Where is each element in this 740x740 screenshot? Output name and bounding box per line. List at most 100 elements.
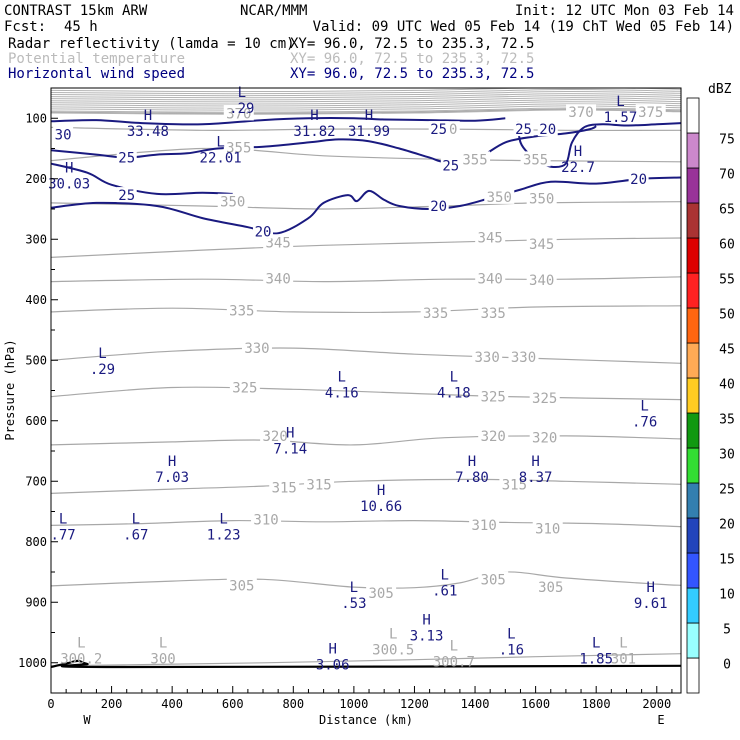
upper-isentrope-6: [51, 99, 681, 105]
colorbar-swatch: [686, 132, 700, 169]
y-tick-label: 900: [25, 595, 47, 609]
y-axis-title: Pressure (hPa): [3, 339, 17, 440]
extremum-value: .53: [341, 596, 366, 612]
wind-label: 20: [539, 122, 556, 138]
extremum-value: 300.7: [433, 655, 475, 671]
theta-label-bg: [304, 476, 335, 492]
theta-label: 325: [232, 380, 257, 396]
colorbar-swatch: [686, 447, 700, 484]
colorbar-level: 45: [719, 343, 735, 358]
extremum-value: 4.16: [325, 385, 359, 401]
extremum-value: .29: [229, 101, 254, 117]
isentrope-325: [51, 386, 681, 401]
wind-label-bg: [253, 223, 274, 239]
theta-label-bg: [251, 511, 282, 527]
extremum-low-marker: L: [338, 369, 346, 385]
colorbar-level: 35: [719, 413, 735, 428]
theta-label: 355: [462, 152, 487, 168]
field-name-wind: Horizontal wind speed: [8, 66, 185, 82]
x-axis: 0 200 400 600 800 1000 1200 1400 1600 1800 2000: [47, 686, 673, 711]
extremum-low-marker: L: [640, 398, 648, 414]
org-label: NCAR/MMM: [240, 3, 307, 19]
theta-label: 330: [244, 341, 269, 357]
theta-label: 335: [481, 306, 506, 322]
theta-label: 320: [532, 431, 557, 447]
wind-label-bg: [116, 187, 137, 203]
colorbar-level: 65: [719, 203, 735, 218]
extremum-value: 1.57: [604, 110, 638, 126]
theta-label: 320: [262, 429, 287, 445]
extremum-low-marker: L: [450, 369, 458, 385]
extremum-low-marker: L: [450, 639, 458, 655]
extremum-high-marker: H: [286, 426, 294, 442]
theta-label: 315: [502, 477, 527, 493]
colorbar-level: 40: [719, 378, 735, 393]
extremum-low-marker: L: [238, 85, 246, 101]
field-xy-theta: XY= 96.0, 72.5 to 235.3, 72.5: [290, 51, 534, 67]
isentrope-340: [51, 276, 681, 283]
upper-isentrope-2: [51, 90, 681, 97]
x-tick-label: 2000: [642, 697, 671, 711]
theta-label-bg: [529, 429, 560, 445]
extremum-value: .61: [432, 583, 457, 599]
colorbar-swatch: [686, 377, 700, 414]
wind-label-bg: [537, 121, 558, 137]
wind-label: 30: [55, 128, 72, 144]
extremum-value: 7.80: [455, 470, 489, 486]
extremum-high-marker: H: [646, 580, 654, 596]
wind-label-bg: [428, 121, 449, 137]
wind-contour-25-1: [51, 125, 597, 164]
wind-label: 20: [430, 199, 447, 215]
colorbar-swatch: [686, 307, 700, 344]
theta-label: 350: [529, 192, 554, 208]
x-tick-label: 1400: [461, 697, 490, 711]
theta-label: 345: [478, 230, 503, 246]
theta-label: 325: [532, 391, 557, 407]
wind-label: 25: [118, 151, 135, 167]
extremum-low-marker: L: [389, 627, 397, 643]
theta-label-bg: [366, 585, 397, 601]
theta-label: 355: [226, 140, 251, 156]
theta-label: 320: [481, 429, 506, 445]
field-xy-reflectivity: XY= 96.0, 72.5 to 235.3, 72.5: [290, 36, 534, 52]
upper-isentrope-3: [51, 93, 681, 99]
theta-label: 375: [638, 105, 663, 121]
x-tick-label: 600: [222, 697, 244, 711]
extremum-value: 30.03: [48, 177, 90, 193]
theta-label-bg: [226, 302, 257, 318]
west-label: W: [83, 713, 91, 727]
extremum-value: 301: [611, 652, 636, 668]
colorbar-level: 15: [719, 553, 735, 568]
theta-label-bg: [472, 349, 503, 365]
extremum-value: 7.03: [155, 470, 189, 486]
theta-label: 310: [535, 521, 560, 537]
field-name-theta: Potential temperature: [8, 51, 185, 67]
theta-label: 370: [226, 106, 251, 122]
theta-label: 310: [471, 518, 496, 534]
x-tick-label: 1200: [400, 697, 429, 711]
x-tick-label: 1600: [521, 697, 550, 711]
theta-label-bg: [484, 188, 515, 204]
wind-label: 25: [430, 122, 447, 138]
theta-label-bg: [526, 271, 557, 287]
isentrope-305: [51, 571, 681, 589]
theta-label-bg: [635, 104, 666, 120]
theta-label: 330: [511, 350, 536, 366]
x-tick-label: 200: [101, 697, 123, 711]
x-axis-title: Distance (km): [319, 713, 413, 727]
wind-label: 20: [630, 172, 647, 188]
extremum-value: 300.5: [372, 643, 414, 659]
wind-label: 25: [118, 188, 135, 204]
extremum-low-marker: L: [619, 636, 627, 652]
extremum-value: 4.18: [437, 385, 471, 401]
extremum-high-marker: H: [144, 108, 152, 124]
extremum-low-marker: L: [350, 580, 358, 596]
theta-label-bg: [263, 270, 294, 286]
colorbar-swatch: [686, 587, 700, 624]
y-tick-label: 200: [25, 172, 47, 186]
theta-label-bg: [223, 139, 254, 155]
colorbar-level: 60: [719, 238, 735, 253]
theta-label-bg: [269, 479, 300, 495]
